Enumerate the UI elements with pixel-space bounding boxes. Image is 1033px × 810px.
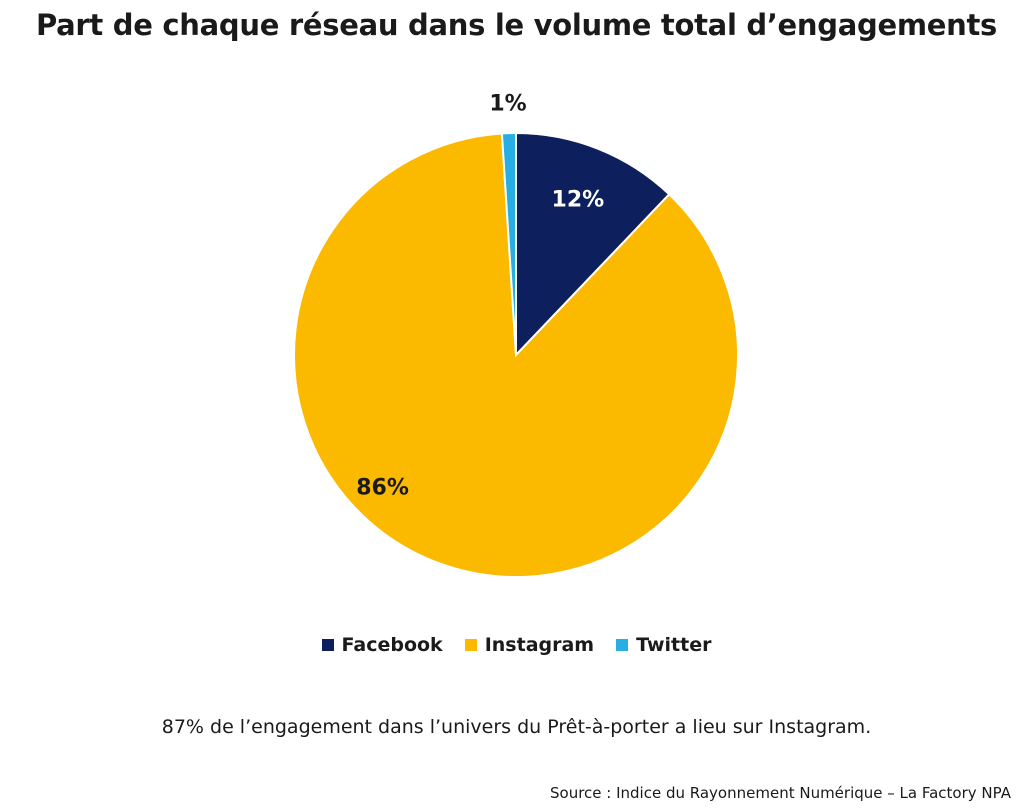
data-label-facebook: 12%: [552, 187, 605, 212]
chart-note: 87% de l’engagement dans l’univers du Pr…: [161, 716, 872, 738]
pie-slice-instagram: [293, 132, 739, 578]
legend-item-twitter: Twitter: [616, 634, 711, 656]
legend-label-instagram: Instagram: [484, 634, 595, 656]
legend-item-instagram: Instagram: [464, 634, 595, 656]
chart-title: Part de chaque réseau dans le volume tot…: [35, 8, 997, 42]
legend-swatch-facebook: [321, 639, 334, 651]
chart-legend: Facebook Instagram Twitter: [0, 634, 1033, 656]
legend-item-facebook: Facebook: [321, 634, 443, 656]
legend-swatch-instagram: [464, 639, 477, 651]
legend-swatch-twitter: [616, 639, 629, 651]
pie-slice-facebook: [515, 131, 671, 358]
pie-slice-twitter: [500, 131, 517, 356]
source-citation: Source : Indice du Rayonnement Numérique…: [550, 784, 1011, 802]
data-label-twitter: 1%: [489, 91, 526, 116]
legend-label-facebook: Facebook: [341, 634, 443, 656]
legend-label-twitter: Twitter: [636, 634, 712, 656]
data-label-instagram: 86%: [356, 475, 409, 500]
